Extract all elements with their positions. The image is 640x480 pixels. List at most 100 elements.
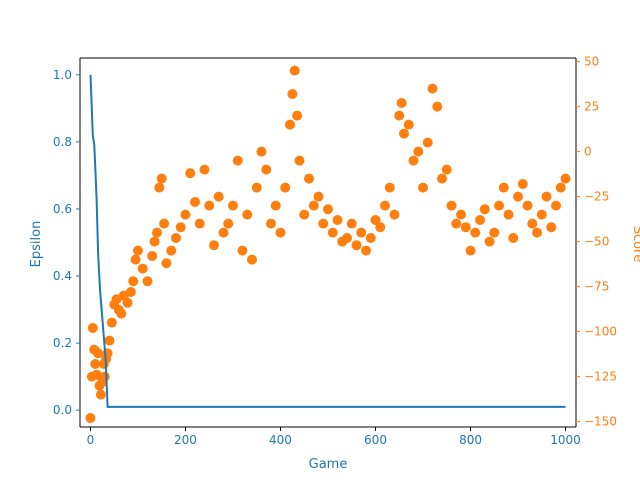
score-point [218,227,229,238]
score-point [125,287,136,297]
score-point [189,197,200,207]
score-point [380,200,391,211]
score-point [87,323,98,333]
score-point [408,155,419,166]
score-point [95,389,106,400]
right-y-tick-label: 25 [584,100,599,114]
score-point [560,173,571,184]
right-y-tick-label: −25 [584,190,609,204]
score-point [432,101,443,112]
score-point [527,218,538,229]
x-tick-label: 1000 [550,433,581,447]
score-point [104,335,115,346]
right-y-tick-label: 50 [584,55,599,69]
score-point [116,308,127,319]
right-y-tick-label: −150 [584,415,617,429]
score-point [199,164,210,175]
score-point [413,146,424,157]
score-point [313,191,324,202]
score-point [223,218,234,229]
x-axis-label: Game [309,457,348,472]
score-point [287,89,298,99]
score-point [503,209,514,220]
score-point [541,191,552,202]
score-point [522,200,533,211]
score-point [147,251,158,261]
score-point [299,209,310,220]
left-y-axis-label: Epsilon [29,221,44,268]
score-point [294,155,305,166]
score-point [122,297,133,308]
score-point [156,173,167,184]
score-point [475,215,486,225]
score-point [99,371,110,382]
score-point [342,233,353,243]
score-point [242,209,253,220]
left-y-tick-label: 0.0 [53,403,72,417]
x-tick-label: 600 [364,433,387,447]
score-point [142,276,153,287]
score-point [204,200,215,211]
score-point [489,227,500,238]
x-tick-label: 800 [459,433,482,447]
epsilon-line-series [89,74,566,408]
score-point [494,200,505,211]
score-point [246,254,257,265]
left-y-tick-label: 0.2 [53,336,72,350]
score-point [327,227,338,238]
right-y-tick-label: −75 [584,280,609,294]
score-point [237,245,248,256]
right-y-axis-label: Score [630,226,640,262]
left-y-tick-label: 0.8 [53,135,72,149]
score-point [346,218,357,229]
right-y-tick-label: −50 [584,235,609,249]
score-point [356,227,367,238]
score-point [470,227,481,238]
score-point [479,204,490,215]
score-point [517,179,528,189]
score-point [185,168,196,179]
score-point [365,233,376,243]
score-point [132,245,143,256]
score-point [332,215,343,225]
score-point [437,173,448,184]
score-point [389,209,400,220]
score-point [91,369,102,380]
score-point [154,182,165,193]
score-point [284,119,295,130]
score-point [270,200,281,211]
score-point [361,245,372,256]
right-y-tick-label: 0 [584,145,592,159]
score-point [555,182,566,193]
score-point [384,182,395,193]
score-point [513,191,524,202]
score-point [546,222,557,233]
score-point [85,413,96,423]
score-point [456,209,467,220]
score-point [403,119,414,130]
score-point [149,236,160,247]
score-point [303,173,314,184]
score-point [422,137,433,148]
score-point [251,182,262,193]
score-point [484,236,495,247]
score-point [451,218,462,229]
score-point [128,276,139,287]
score-point [446,200,457,211]
score-point [292,110,303,121]
score-point [318,218,329,229]
score-point [213,191,224,202]
right-y-tick-label: −100 [584,325,617,339]
score-point [151,227,162,238]
score-point [175,222,186,233]
score-point [536,209,547,220]
score-point [93,348,104,359]
epsilon-line [89,74,566,408]
score-point [418,182,429,193]
score-point [441,164,452,175]
x-tick-label: 0 [87,433,95,447]
score-point [551,200,562,211]
score-point [280,182,291,193]
left-y-tick-label: 0.6 [53,202,72,216]
x-tick-label: 400 [269,433,292,447]
